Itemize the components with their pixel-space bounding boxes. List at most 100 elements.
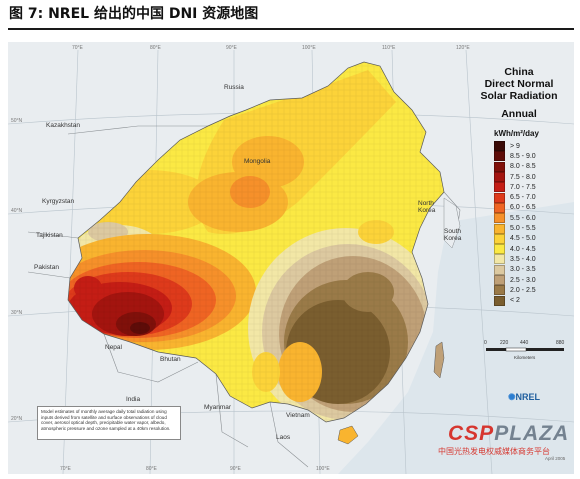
- label-vietnam: Vietnam: [286, 412, 310, 419]
- scale-label-0: 0: [484, 340, 487, 346]
- legend-title-line: China: [504, 66, 534, 78]
- legend-row: 8.5 - 9.0: [494, 151, 568, 162]
- tick-lon-bottom-100: 100°E: [316, 466, 330, 472]
- legend-swatch: [494, 151, 505, 162]
- hainan: [337, 425, 359, 445]
- legend-label: 4.5 - 5.0: [510, 235, 536, 243]
- watermark-brand-tail: PLAZA: [494, 422, 570, 445]
- legend-swatch: [494, 244, 505, 255]
- legend-row: 3.5 - 4.0: [494, 254, 568, 265]
- legend-swatch: [494, 285, 505, 296]
- legend-row: 4.0 - 4.5: [494, 244, 568, 255]
- label-nepal: Nepal: [105, 344, 122, 351]
- tick-lon-100: 100°E: [302, 45, 316, 51]
- dni-map: [8, 42, 574, 474]
- scale-bar: 0 220 440 880 Kilometers: [484, 340, 568, 362]
- label-india: India: [126, 396, 141, 403]
- scale-unit: Kilometers: [514, 355, 536, 360]
- label-south-korea: South Korea: [444, 228, 462, 242]
- legend-label: < 2: [510, 297, 520, 305]
- label-pakistan: Pakistan: [34, 264, 59, 271]
- legend-swatch: [494, 202, 505, 213]
- legend-label: 3.5 - 4.0: [510, 255, 536, 263]
- map-panel: Russia Kazakhstan Mongolia Kyrgyzstan Ta…: [8, 42, 574, 474]
- methodology-note: Model estimates of monthly average daily…: [37, 406, 181, 440]
- legend-label: 8.5 - 9.0: [510, 152, 536, 160]
- tick-lat-20: 20°N: [11, 416, 23, 422]
- legend-swatch: [494, 182, 505, 193]
- legend-label: 8.0 - 8.5: [510, 163, 536, 171]
- label-bhutan: Bhutan: [160, 356, 181, 363]
- legend-row: 5.5 - 6.0: [494, 213, 568, 224]
- legend-swatch: [494, 161, 505, 172]
- legend-label: 2.5 - 3.0: [510, 276, 536, 284]
- tick-lon-120: 120°E: [456, 45, 470, 51]
- csp-plaza-watermark: CSPPLAZA: [448, 422, 569, 446]
- legend-classes: > 9 8.5 - 9.0 8.0 - 8.5 7.5 - 8.0 7.0 - 7.5 6…: [494, 141, 568, 306]
- legend-title-line: Direct Normal: [484, 78, 554, 90]
- legend-label: 2.0 - 2.5: [510, 286, 536, 294]
- taiwan: [433, 341, 445, 379]
- nrel-logo-icon: ✺: [508, 392, 516, 402]
- legend-title: China Direct Normal Solar Radiation: [470, 66, 568, 102]
- legend-label: 7.5 - 8.0: [510, 173, 536, 181]
- scale-label-220: 220: [500, 340, 509, 346]
- legend-label: 4.0 - 4.5: [510, 245, 536, 253]
- legend-row: 6.0 - 6.5: [494, 202, 568, 213]
- legend-unit: kWh/m²/day: [494, 129, 539, 138]
- legend-swatch: [494, 275, 505, 285]
- legend: China Direct Normal Solar Radiation Annu…: [470, 66, 568, 406]
- scale-label-880: 880: [556, 340, 565, 346]
- nrel-logo-text: NREL: [515, 392, 541, 402]
- legend-label: 5.0 - 5.5: [510, 225, 536, 233]
- label-north-korea: North Korea: [418, 200, 436, 214]
- legend-row: < 2: [494, 295, 568, 306]
- legend-title-line: Solar Radiation: [480, 90, 558, 102]
- scale-bar-graphic: [486, 347, 564, 352]
- legend-swatch: [494, 213, 505, 224]
- tick-lon-70: 70°E: [72, 45, 83, 51]
- legend-period: Annual: [501, 108, 537, 120]
- scale-label-440: 440: [520, 340, 529, 346]
- tick-lat-30: 30°N: [11, 310, 23, 316]
- legend-row: 5.0 - 5.5: [494, 223, 568, 234]
- legend-label: 7.0 - 7.5: [510, 183, 536, 191]
- watermark-subtitle: 中国光热发电权威媒体商务平台: [438, 447, 550, 456]
- legend-swatch: [494, 192, 505, 203]
- legend-swatch: [494, 295, 505, 306]
- tick-lon-bottom-70: 70°E: [60, 466, 71, 472]
- tick-lon-90: 90°E: [226, 45, 237, 51]
- legend-row: > 9: [494, 141, 568, 152]
- legend-row: 7.0 - 7.5: [494, 182, 568, 193]
- legend-swatch: [494, 141, 505, 152]
- korean-peninsula: [443, 197, 461, 249]
- legend-label: 5.5 - 6.0: [510, 214, 536, 222]
- legend-row: 2.0 - 2.5: [494, 285, 568, 296]
- legend-label: 6.5 - 7.0: [510, 194, 536, 202]
- legend-row: 8.0 - 8.5: [494, 161, 568, 172]
- caption-divider: [8, 28, 574, 30]
- ocean: [338, 202, 574, 474]
- legend-swatch: [494, 254, 505, 265]
- tick-lon-bottom-90: 90°E: [230, 466, 241, 472]
- label-tajikistan: Tajikistan: [36, 232, 63, 239]
- figure-caption: 图 7: NREL 给出的中国 DNI 资源地图: [9, 6, 259, 22]
- legend-row: 3.0 - 3.5: [494, 264, 568, 275]
- label-russia: Russia: [224, 84, 244, 91]
- tick-lon-bottom-80: 80°E: [146, 466, 157, 472]
- china-outline: [67, 61, 445, 423]
- legend-swatch: [494, 264, 505, 275]
- legend-label: 6.0 - 6.5: [510, 204, 536, 212]
- nrel-logo: ✺NREL: [508, 392, 540, 403]
- tick-lat-50: 50°N: [11, 118, 23, 124]
- legend-swatch: [494, 172, 505, 183]
- legend-label: 3.0 - 3.5: [510, 266, 536, 274]
- tick-lon-80: 80°E: [150, 45, 161, 51]
- label-mongolia: Mongolia: [244, 158, 271, 165]
- legend-row: 4.5 - 5.0: [494, 233, 568, 244]
- legend-swatch: [494, 233, 505, 244]
- tick-lon-110: 110°E: [382, 45, 396, 51]
- watermark-brand-head: CSP: [448, 422, 495, 445]
- legend-swatch: [494, 223, 505, 234]
- legend-row: 7.5 - 8.0: [494, 172, 568, 183]
